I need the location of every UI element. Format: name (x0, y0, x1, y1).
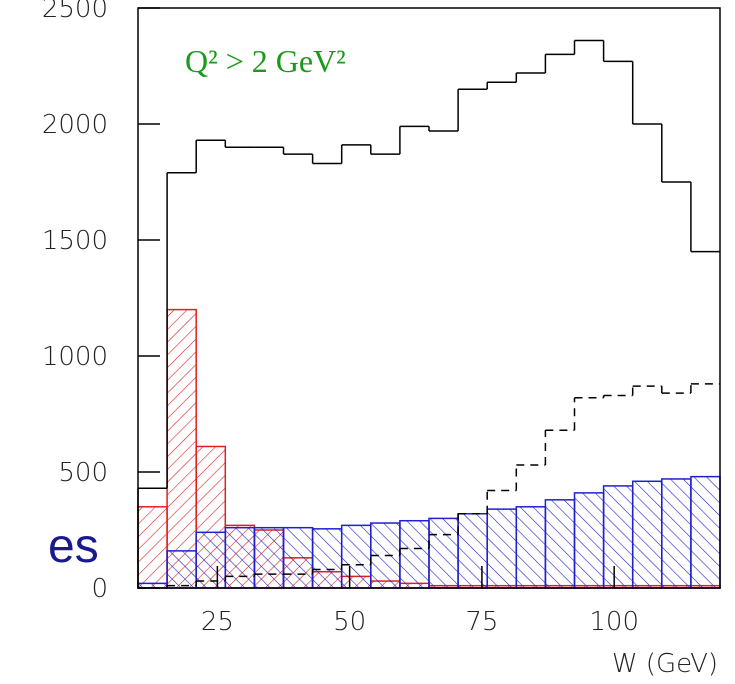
hatched-bar (253, 526, 285, 589)
x-axis-label: W (GeV) (612, 649, 718, 679)
hatched-bar (486, 508, 518, 589)
x-tick-label: 75 (465, 607, 498, 637)
hatched-bar (515, 506, 547, 589)
hatched-bar (166, 308, 197, 589)
x-tick-label: 50 (333, 607, 366, 637)
hatched-bar (573, 492, 605, 589)
hatched-bar (282, 526, 314, 589)
x-tick-label: 100 (589, 607, 639, 637)
hatched-bar (690, 475, 721, 589)
cut-text: es (48, 520, 99, 573)
annotation: Q² > 2 GeV² (185, 43, 346, 79)
hatched-bar (602, 485, 634, 589)
hatched-bar (661, 478, 692, 589)
hatched-bar (399, 519, 430, 589)
hatched-bar (224, 526, 256, 589)
hatched-bar (631, 480, 663, 589)
y-tick-label: 1000 (42, 342, 108, 372)
y-tick-label: 1500 (42, 226, 108, 256)
hatched-bar (340, 524, 372, 589)
hatched-bar (195, 531, 227, 589)
hatched-bar (166, 550, 197, 589)
hatched-bar (311, 528, 343, 589)
y-tick-label: 500 (58, 458, 108, 488)
y-tick-label: 0 (91, 574, 108, 604)
x-tick-label: 25 (201, 607, 234, 637)
hatched-bar (457, 513, 488, 589)
plot-frame (137, 7, 721, 589)
y-tick-label: 2500 (42, 0, 108, 24)
hatched-bar (137, 506, 168, 589)
y-tick-label: 2000 (42, 110, 108, 140)
hatched-bar (544, 499, 576, 589)
hatched-bar (428, 517, 459, 589)
